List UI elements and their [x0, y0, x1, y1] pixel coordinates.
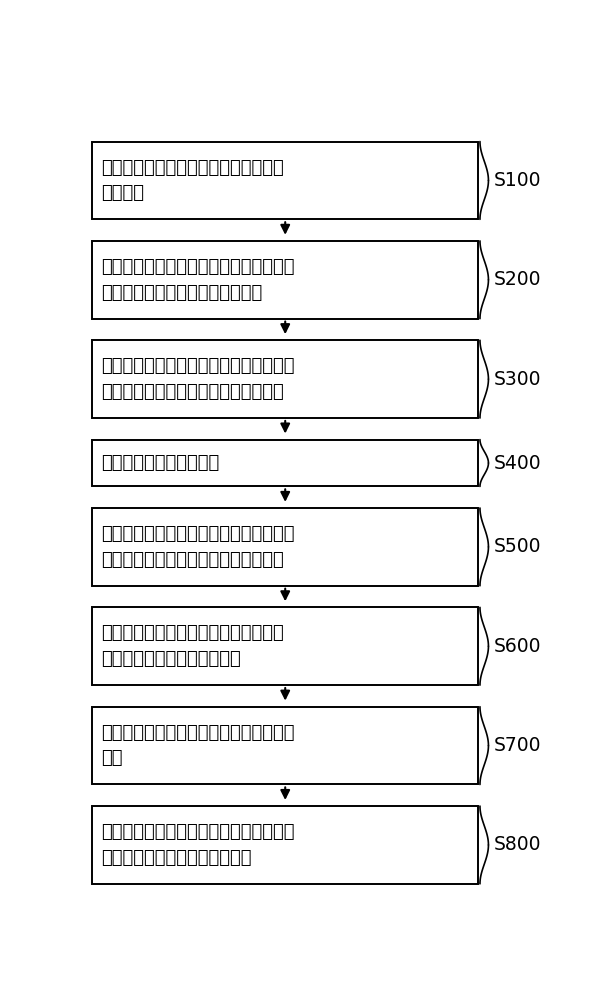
FancyBboxPatch shape	[92, 806, 478, 884]
Text: S200: S200	[494, 270, 541, 289]
FancyBboxPatch shape	[92, 241, 478, 319]
Text: S300: S300	[494, 370, 541, 389]
Text: S700: S700	[494, 736, 541, 755]
FancyBboxPatch shape	[92, 707, 478, 784]
FancyBboxPatch shape	[92, 508, 478, 586]
Text: 钻孔，以连通元件导电线路与介电层导电
线路: 钻孔，以连通元件导电线路与介电层导电 线路	[101, 724, 294, 767]
Text: S600: S600	[494, 637, 541, 656]
Text: 去掉芯板下表面的定位层: 去掉芯板下表面的定位层	[101, 454, 219, 472]
Text: S100: S100	[494, 171, 541, 190]
Text: 对钻孔的内表面进行导电处理，使元件导
电线路与介电层导电线路电连接: 对钻孔的内表面进行导电处理，使元件导 电线路与介电层导电线路电连接	[101, 823, 294, 867]
Text: 使用第一填充层对通槽上表面进行填充，
使用第二填充层对芯板上表面进行填充: 使用第一填充层对通槽上表面进行填充， 使用第二填充层对芯板上表面进行填充	[101, 357, 294, 401]
Text: S400: S400	[494, 454, 541, 473]
Text: 在芯板下表面覆盖定位层，将元件从芯板
上表面置于通槽中并与定位层连接: 在芯板下表面覆盖定位层，将元件从芯板 上表面置于通槽中并与定位层连接	[101, 258, 294, 302]
FancyBboxPatch shape	[92, 607, 478, 685]
Text: 在芯板上开设至少一个与元件尺寸相适
应的通槽: 在芯板上开设至少一个与元件尺寸相适 应的通槽	[101, 159, 283, 202]
FancyBboxPatch shape	[92, 340, 478, 418]
Text: 在第二填充层和第四填充层的外侧分别
设置介电层和介电层导电线路: 在第二填充层和第四填充层的外侧分别 设置介电层和介电层导电线路	[101, 624, 283, 668]
Text: 使用第三填充层对通槽下表面进行填充，
使用第四填充层对芯板下表面进行填充: 使用第三填充层对通槽下表面进行填充， 使用第四填充层对芯板下表面进行填充	[101, 525, 294, 569]
FancyBboxPatch shape	[92, 142, 478, 219]
Text: S800: S800	[494, 835, 541, 854]
Text: S500: S500	[494, 537, 541, 556]
FancyBboxPatch shape	[92, 440, 478, 486]
